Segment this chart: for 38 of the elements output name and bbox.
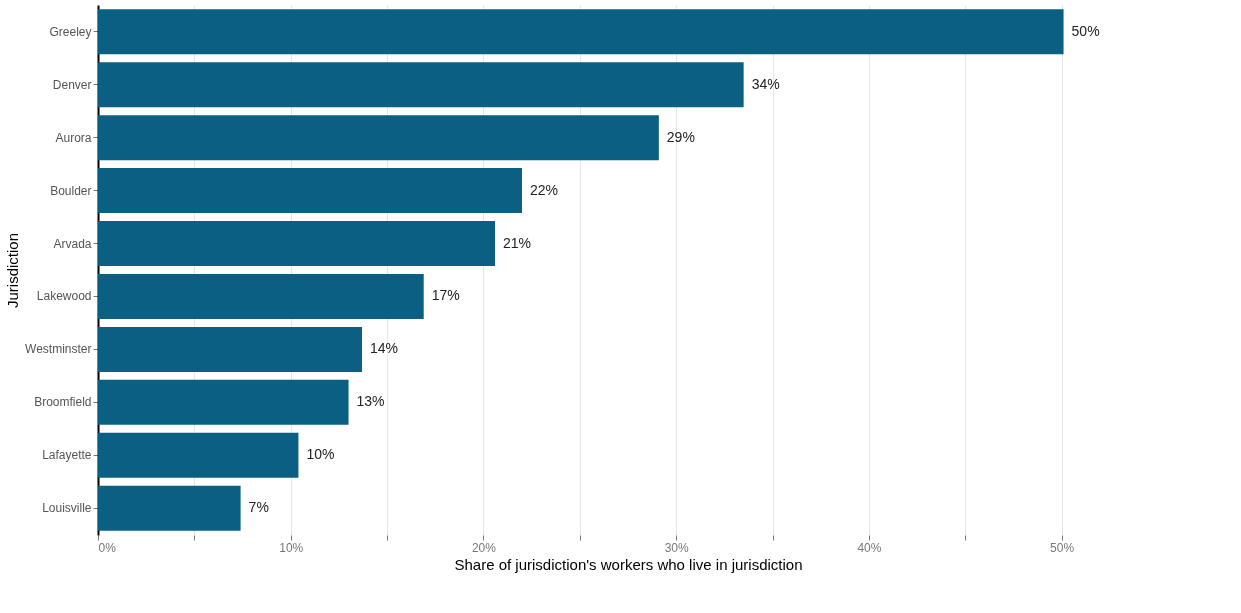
data-label: 10% [306,446,335,463]
x-tick-label: 20% [471,540,497,555]
y-tick-label: Denver [52,77,92,92]
y-tick-label: Broomfield [34,395,92,410]
y-tick-label: Aurora [55,130,92,145]
data-label: 17% [431,287,460,304]
bar [98,379,349,425]
bar [98,62,744,108]
y-tick-label: Lakewood [36,289,92,304]
bar [98,115,659,161]
data-label: 22% [530,181,559,198]
bar [98,221,496,267]
data-label: 21% [503,234,532,251]
x-axis-title: Share of jurisdiction's workers who live in jurisdiction [454,555,803,573]
x-tick-label: 50% [1050,540,1075,555]
x-tick-label: 10% [279,540,304,555]
y-tick-label: Lafayette [42,448,92,463]
y-tick-label: Greeley [49,24,92,39]
x-tick-label: 40% [857,540,882,555]
x-tick-label: 0% [98,540,117,555]
bar [98,485,241,531]
y-tick-label: Boulder [50,183,92,198]
bar [98,432,299,478]
data-label: 34% [751,75,780,92]
bar [98,273,424,319]
y-tick-label: Louisville [42,501,92,516]
bar [98,9,1064,55]
data-label: 13% [356,393,385,410]
y-tick-label: Arvada [53,236,92,251]
y-axis-title: Jurisdiction [4,232,22,309]
data-label: 7% [248,499,269,516]
data-label: 29% [666,128,695,145]
bar [98,168,522,214]
data-label: 14% [370,340,399,357]
x-tick-label: 30% [664,540,690,555]
y-tick-label: Westminster [25,342,92,357]
bar [98,326,363,372]
data-label: 50% [1071,22,1100,39]
